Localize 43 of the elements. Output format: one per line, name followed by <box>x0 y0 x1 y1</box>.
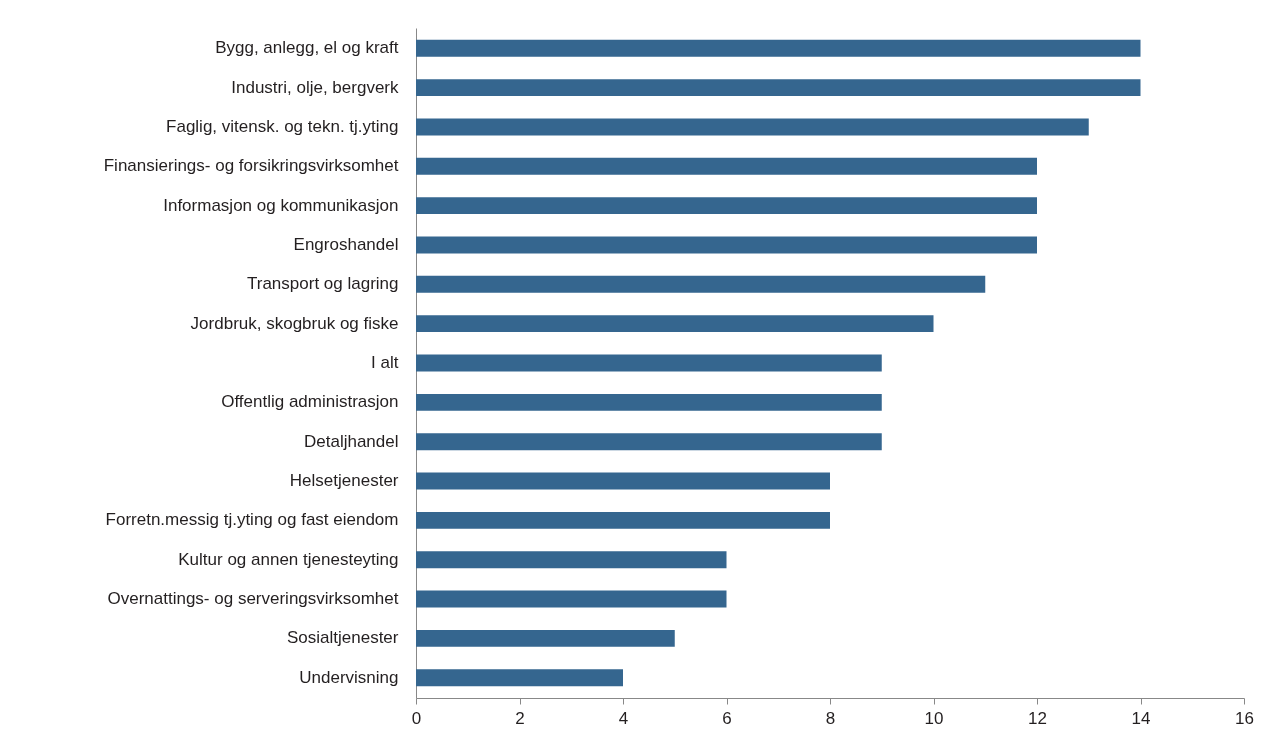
x-tick-label: 4 <box>618 708 629 728</box>
x-tick-label: 12 <box>1028 708 1047 728</box>
x-tick-label: 6 <box>722 708 732 728</box>
bar <box>416 275 986 293</box>
y-tick-label: Kultur og annen tjenesteyting <box>178 549 399 569</box>
y-tick-label: Sosialtjenester <box>286 628 399 648</box>
bar <box>416 669 623 687</box>
y-tick-label: Offentlig administrasjon <box>221 392 399 412</box>
bar <box>416 118 1089 136</box>
y-tick-label: Forretn.messig tj.yting og fast eiendom <box>105 510 399 530</box>
x-tick-label: 14 <box>1131 708 1151 728</box>
y-tick-label: Detaljhandel <box>303 431 399 451</box>
x-tick-label: 8 <box>825 708 836 728</box>
bar <box>416 236 1037 254</box>
y-tick-label: Transport og lagring <box>246 274 399 294</box>
y-tick-label: Industri, olje, bergverk <box>231 77 399 97</box>
x-tick-label: 10 <box>924 708 944 728</box>
bar <box>416 590 727 608</box>
y-tick-label: Finansierings- og forsikringsvirksomhet <box>103 156 399 176</box>
y-tick-label: Faglig, vitensk. og tekn. tj.yting <box>166 116 399 136</box>
bar <box>416 354 882 372</box>
y-tick-label: Helsetjenester <box>289 471 399 491</box>
bar <box>416 629 675 647</box>
bar <box>416 511 830 529</box>
bar <box>416 157 1037 175</box>
y-tick-label: Overnattings- og serveringsvirksomhet <box>107 589 399 609</box>
bar <box>416 472 830 490</box>
y-tick-label: Jordbruk, skogbruk og fiske <box>190 313 399 333</box>
y-tick-label: Bygg, anlegg, el og kraft <box>215 38 399 58</box>
bar <box>416 315 934 333</box>
bar <box>416 551 727 569</box>
x-tick-label: 0 <box>411 708 422 728</box>
bar <box>416 79 1141 97</box>
x-tick-label: 16 <box>1235 708 1254 728</box>
bar <box>416 433 882 451</box>
y-tick-label: Undervisning <box>299 667 399 687</box>
y-tick-label: I alt <box>371 353 399 372</box>
y-tick-label: Informasjon og kommunikasjon <box>163 195 399 215</box>
x-tick-label: 2 <box>515 708 525 728</box>
y-tick-label: Engroshandel <box>293 234 399 254</box>
bar <box>416 39 1141 57</box>
bar <box>416 197 1037 215</box>
bar <box>416 393 882 411</box>
